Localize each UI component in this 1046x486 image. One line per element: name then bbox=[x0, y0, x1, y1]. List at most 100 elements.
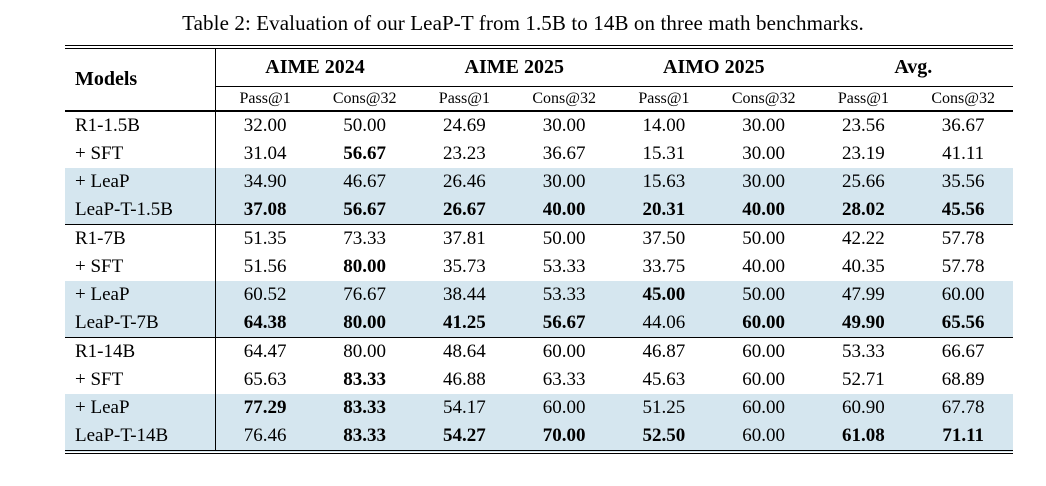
metric-value: 77.29 bbox=[243, 397, 287, 418]
metric-value: 45.00 bbox=[642, 284, 686, 305]
table-row: LeaP-T-1.5B 37.08 56.67 26.67 40.00 20.31 40.0… bbox=[65, 196, 1014, 225]
metric-value: 40.00 bbox=[542, 199, 586, 220]
table-body: R1-1.5B 32.00 50.00 24.69 30.00 14.00 30.00 23.… bbox=[65, 111, 1014, 452]
metric-value: 67.78 bbox=[941, 397, 985, 418]
metric-value: 44.06 bbox=[642, 312, 686, 333]
metric-value: 51.56 bbox=[243, 256, 287, 277]
metric-value: 32.00 bbox=[243, 115, 287, 136]
metric-value: 25.66 bbox=[842, 171, 885, 192]
metric-value: 23.56 bbox=[842, 115, 885, 136]
metric-value: 33.75 bbox=[642, 256, 686, 277]
table-row: R1-14B 64.47 80.00 48.64 60.00 46.87 60.00 53.3… bbox=[65, 337, 1014, 366]
metric-value: 61.08 bbox=[842, 425, 885, 446]
metric-value: 57.78 bbox=[941, 256, 985, 277]
metric-value: 65.56 bbox=[941, 312, 985, 333]
metric-value: 37.81 bbox=[414, 224, 515, 253]
metric-value: 60.90 bbox=[842, 397, 885, 418]
metric-value: 51.35 bbox=[215, 224, 315, 253]
metric-value: 15.31 bbox=[642, 143, 686, 164]
metric-value: 50.00 bbox=[713, 224, 814, 253]
table-row: LeaP-T-14B 76.46 83.33 54.27 70.00 52.50 60.00… bbox=[65, 422, 1014, 452]
metric-header: Pass@1 bbox=[215, 86, 315, 112]
metric-value: 36.67 bbox=[542, 143, 586, 164]
metric-header: Cons@32 bbox=[514, 86, 615, 112]
table-row: + LeaP 60.52 76.67 38.44 53.33 45.00 50.00 47.9… bbox=[65, 281, 1014, 309]
metric-value: 60.00 bbox=[514, 337, 615, 366]
metric-value: 49.90 bbox=[842, 312, 885, 333]
metric-value: 71.11 bbox=[942, 425, 985, 446]
metric-value: 53.33 bbox=[542, 256, 586, 277]
metric-header: Pass@1 bbox=[414, 86, 515, 112]
table-row: + SFT 65.63 83.33 46.88 63.33 45.63 60.00 52.71… bbox=[65, 366, 1013, 394]
metric-value: 60.52 bbox=[243, 284, 287, 305]
metric-value: 41.25 bbox=[443, 312, 486, 333]
metric-value: 37.08 bbox=[243, 199, 287, 220]
metric-header: Cons@32 bbox=[913, 86, 1014, 112]
metric-value: 37.50 bbox=[614, 224, 714, 253]
metric-header-row: Pass@1 Cons@32 Pass@1 Cons@32 Pass@1 Con… bbox=[65, 86, 1014, 112]
group-header-row: Models AIME 2024 AIME 2025 AIMO 2025 Avg… bbox=[65, 47, 1014, 112]
group-header-aime-2024: AIME 2024 bbox=[215, 47, 415, 87]
table-row: + SFT 31.04 56.67 23.23 36.67 15.31 30.00 23.19… bbox=[65, 140, 1013, 168]
metric-value: 64.47 bbox=[215, 337, 315, 366]
metric-value: 40.00 bbox=[742, 256, 786, 277]
metric-value: 54.27 bbox=[443, 425, 486, 446]
metric-value: 14.00 bbox=[642, 115, 686, 136]
model-name: + SFT bbox=[65, 140, 216, 168]
model-name: R1-7B bbox=[65, 224, 216, 253]
group-header-avg: Avg. bbox=[813, 47, 1014, 87]
model-name: + SFT bbox=[65, 253, 216, 281]
metric-value: 23.19 bbox=[842, 143, 885, 164]
metric-value: 65.63 bbox=[243, 369, 287, 390]
metric-value: 47.99 bbox=[842, 284, 885, 305]
metric-header: Pass@1 bbox=[813, 86, 914, 112]
metric-value: 56.67 bbox=[343, 143, 386, 164]
metric-value: 30.00 bbox=[542, 171, 586, 192]
metric-value: 60.00 bbox=[542, 397, 586, 418]
metric-header: Cons@32 bbox=[713, 86, 814, 112]
metric-value: 50.00 bbox=[514, 224, 615, 253]
metric-value: 73.33 bbox=[314, 224, 415, 253]
metric-value: 80.00 bbox=[343, 312, 386, 333]
metric-value: 35.73 bbox=[443, 256, 486, 277]
models-column-header: Models bbox=[65, 47, 216, 112]
metric-value: 52.50 bbox=[642, 425, 686, 446]
model-name: + LeaP bbox=[65, 394, 216, 422]
metric-value: 24.69 bbox=[443, 115, 486, 136]
metric-value: 66.67 bbox=[913, 337, 1014, 366]
metric-value: 48.64 bbox=[414, 337, 515, 366]
metric-value: 63.33 bbox=[542, 369, 586, 390]
metric-value: 20.31 bbox=[642, 199, 686, 220]
metric-value: 38.44 bbox=[443, 284, 486, 305]
metric-value: 35.56 bbox=[941, 171, 985, 192]
metric-value: 68.89 bbox=[941, 369, 985, 390]
table-row: R1-1.5B 32.00 50.00 24.69 30.00 14.00 30.00 23.… bbox=[65, 111, 1013, 140]
metric-value: 76.46 bbox=[243, 425, 287, 446]
metric-value: 54.17 bbox=[443, 397, 486, 418]
group-header-aimo-2025: AIMO 2025 bbox=[614, 47, 814, 87]
results-table: Models AIME 2024 AIME 2025 AIMO 2025 Avg… bbox=[65, 45, 1014, 454]
metric-value: 26.67 bbox=[443, 199, 486, 220]
metric-value: 57.78 bbox=[913, 224, 1014, 253]
metric-value: 30.00 bbox=[542, 115, 586, 136]
metric-value: 50.00 bbox=[742, 284, 786, 305]
metric-value: 41.11 bbox=[942, 143, 985, 164]
metric-value: 70.00 bbox=[542, 425, 586, 446]
metric-value: 53.33 bbox=[542, 284, 586, 305]
group-header-aime-2025: AIME 2025 bbox=[414, 47, 615, 87]
model-name: + SFT bbox=[65, 366, 216, 394]
metric-value: 30.00 bbox=[742, 171, 786, 192]
metric-value: 42.22 bbox=[813, 224, 914, 253]
metric-value: 76.67 bbox=[343, 284, 386, 305]
metric-value: 60.00 bbox=[941, 284, 985, 305]
metric-value: 60.00 bbox=[742, 397, 786, 418]
metric-value: 15.63 bbox=[642, 171, 686, 192]
metric-value: 26.46 bbox=[443, 171, 486, 192]
metric-value: 30.00 bbox=[742, 143, 786, 164]
metric-value: 46.87 bbox=[614, 337, 714, 366]
metric-value: 34.90 bbox=[243, 171, 287, 192]
metric-value: 40.35 bbox=[842, 256, 885, 277]
model-name: LeaP-T-1.5B bbox=[65, 196, 216, 225]
metric-value: 60.00 bbox=[742, 369, 786, 390]
